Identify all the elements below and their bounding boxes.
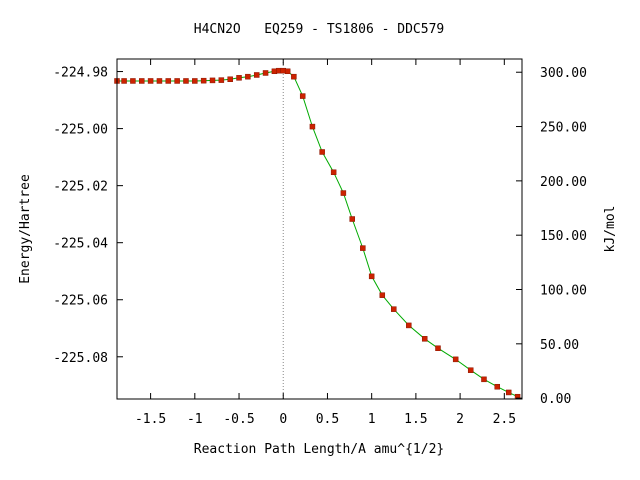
- x-tick-label: -1: [187, 412, 203, 427]
- y-tick-label: -225.08: [53, 351, 108, 366]
- x-tick-label: 0.5: [316, 412, 339, 427]
- data-point: [291, 73, 297, 80]
- data-point: [130, 78, 136, 84]
- x-tick-label: -1.5: [135, 412, 166, 427]
- y2-tick-label: 200.00: [540, 175, 587, 190]
- data-point: [174, 78, 180, 84]
- data-point: [435, 345, 441, 351]
- y-tick-label: -224.98: [53, 66, 108, 81]
- data-point: [227, 76, 233, 83]
- x-tick-label: 2.5: [493, 412, 516, 427]
- y2-tick-label: 300.00: [540, 66, 587, 81]
- data-point: [330, 169, 337, 175]
- x-tick-label: 1.5: [404, 412, 427, 427]
- y-tick-label: -225.04: [53, 237, 108, 252]
- data-point: [245, 73, 251, 80]
- data-point: [218, 77, 225, 83]
- x-tick-label: 0: [279, 412, 287, 427]
- data-point: [360, 245, 366, 251]
- data-point: [481, 376, 487, 383]
- data-point: [183, 78, 189, 84]
- y-tick-label: -225.06: [53, 294, 108, 309]
- data-point: [406, 322, 412, 329]
- y2-tick-label: 150.00: [540, 229, 587, 244]
- data-point: [121, 78, 127, 84]
- data-point: [156, 78, 163, 84]
- y2-tick-label: 0.00: [540, 392, 571, 407]
- data-point: [284, 68, 291, 75]
- data-point: [391, 306, 397, 312]
- chart-series: [114, 67, 521, 400]
- data-point: [349, 216, 355, 222]
- y-tick-label: -225.00: [53, 123, 108, 138]
- data-point: [379, 292, 386, 298]
- y2-tick-label: 250.00: [540, 121, 587, 136]
- x-tick-label: 1: [368, 412, 376, 427]
- data-point: [299, 93, 306, 99]
- data-point: [209, 77, 216, 84]
- series-line: [117, 70, 518, 398]
- data-point: [421, 336, 428, 342]
- plot-frame: [116, 58, 523, 400]
- data-point: [494, 383, 500, 390]
- data-point: [147, 78, 154, 84]
- data-point: [200, 77, 207, 84]
- y2-tick-label: 100.00: [540, 284, 587, 299]
- data-point: [192, 78, 198, 84]
- data-point: [309, 123, 316, 130]
- data-point: [340, 190, 347, 196]
- y-tick-label: -225.02: [53, 180, 108, 195]
- data-point: [236, 75, 242, 81]
- data-point: [368, 273, 375, 280]
- chart-title: H4CN2O EQ259 - TS1806 - DDC579: [194, 22, 444, 37]
- data-point: [139, 78, 145, 84]
- data-point: [319, 149, 325, 155]
- data-point: [253, 72, 260, 78]
- data-point: [467, 367, 474, 373]
- data-point: [165, 78, 172, 84]
- y2-axis-label: kJ/mol: [603, 206, 618, 253]
- data-point: [452, 356, 459, 363]
- data-point: [262, 70, 269, 76]
- x-tick-label: 2: [456, 412, 464, 427]
- chart-axes: -1.5 -1 -0.5 0 0.5 1 1.5 2 2.5 -224.98 -225.00 -225…: [53, 59, 587, 427]
- y-axis-label: Energy/Hartree: [18, 174, 33, 284]
- data-point: [505, 389, 512, 396]
- y2-tick-label: 50.00: [540, 338, 579, 353]
- x-axis-label: Reaction Path Length/A amu^{1/2}: [194, 442, 444, 457]
- x-tick-label: -0.5: [223, 412, 254, 427]
